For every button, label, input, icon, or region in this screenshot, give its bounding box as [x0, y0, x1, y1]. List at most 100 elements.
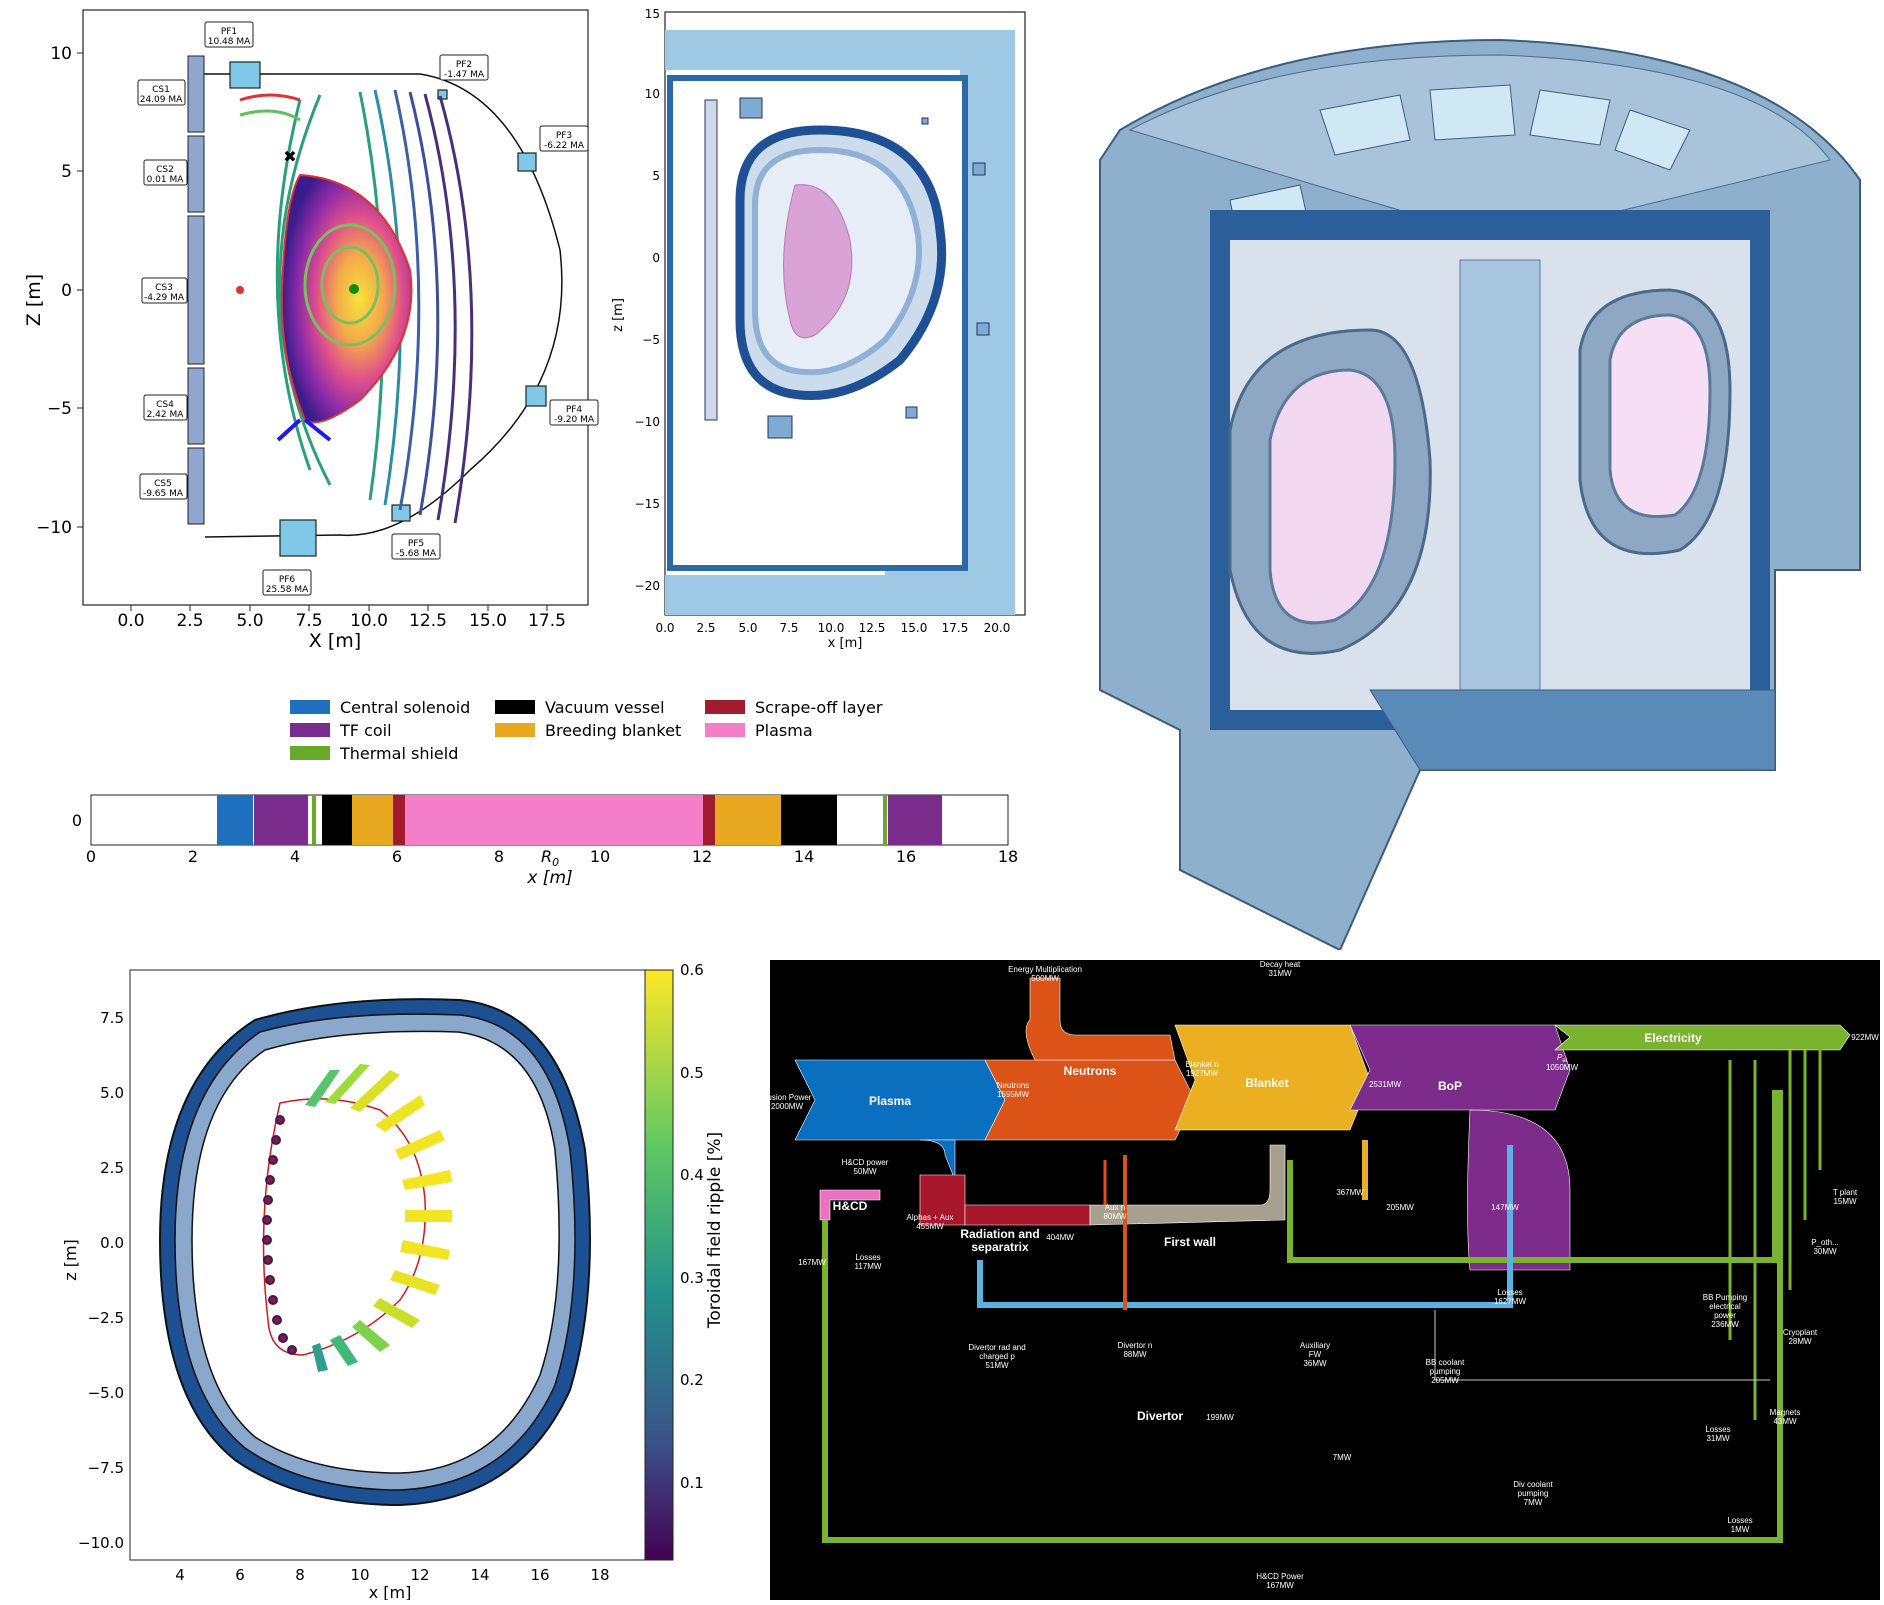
layout-2d-plot: 0.0 2.5 5.0 7.5 10.0 12.5 15.0 17.5 20.0…: [611, 7, 1026, 651]
magnetic-axis: [349, 284, 359, 294]
pf-current: -1.47 MA: [444, 70, 485, 80]
lbl-alphas: Alphas + Aux: [907, 1213, 954, 1222]
pf-name: PF6: [279, 575, 296, 585]
radial-xtick: 8: [494, 847, 504, 866]
eq-xtick: 10.0: [350, 611, 388, 631]
equilibrium-xticks: 0.0 2.5 5.0 7.5 10.0 12.5 15.0 17.5: [117, 605, 566, 631]
lbl-pel-main: P: [1557, 1053, 1563, 1062]
r0-label: R0: [541, 847, 559, 869]
layout-yticks: 15 10 5 0 −5 −10 −15 −20: [635, 7, 660, 593]
plasma-2d: [783, 184, 853, 339]
colorbar-tick: 0.2: [680, 1371, 704, 1389]
radial-xtick: 4: [290, 847, 300, 866]
radial-xtick: 0: [86, 847, 96, 866]
eq-xtick: 17.5: [528, 611, 566, 631]
ripple-xtick: 16: [530, 1566, 549, 1584]
lbl-divrad-v: 51MW: [985, 1361, 1009, 1370]
legend-swatch-vv: [495, 700, 535, 714]
radial-build-plot: Central solenoid TF coil Thermal shield …: [72, 698, 1018, 888]
lbl-pel-v: 1050MW: [1546, 1063, 1578, 1072]
radial-xtick: 2: [188, 847, 198, 866]
radial-ytick: 0: [72, 811, 82, 830]
layout-ylabel: z [m]: [611, 298, 626, 332]
lbl-blanket-out: 2531MW: [1369, 1080, 1401, 1089]
legend-label: Central solenoid: [340, 698, 470, 717]
colorbar-tick: 0.1: [680, 1474, 704, 1492]
cs-stack-2d: [704, 99, 718, 421]
node-hcd: H&CD: [833, 1199, 868, 1213]
eq-ylabel: Z [m]: [23, 274, 45, 326]
ripple-yticks: 7.5 5.0 2.5 0.0 −2.5 −5.0 −7.5 −10.0: [78, 1009, 124, 1552]
lbl-hcd-bottom: H&CD Power: [1256, 1572, 1304, 1581]
lbl-rad-404: 404MW: [1046, 1233, 1074, 1242]
cs-current: 24.09 MA: [140, 95, 183, 105]
legend-swatch-sol: [705, 700, 745, 714]
lbl-tplant-v: 15MW: [1833, 1197, 1857, 1206]
x-point-marker: ✖: [283, 147, 296, 166]
lbl-bop-147: 147MW: [1491, 1203, 1519, 1212]
ripple-xtick: 4: [175, 1566, 185, 1584]
layout-xtick: 2.5: [696, 621, 715, 635]
eq-ytick: 10: [50, 44, 72, 64]
colorbar-label: Toroidal field ripple [%]: [705, 1132, 725, 1329]
layout-xlabel: x [m]: [828, 636, 863, 651]
lbl-neutrons-v: 1595MW: [997, 1090, 1029, 1099]
radial-xtick: 18: [998, 847, 1018, 866]
cs5-label: CS5 -9.65 MA: [139, 473, 188, 500]
radial-xlabel: x [m]: [526, 868, 572, 888]
colorbar-tick: 0.5: [680, 1064, 704, 1082]
pf6-label: PF6 25.58 MA: [262, 569, 312, 596]
legend-swatch-plasma: [705, 723, 745, 737]
lbl-magnets-v: 43MW: [1773, 1417, 1797, 1426]
sankey-link-lines: [822, 1048, 1822, 1543]
cs-name: CS1: [152, 85, 170, 95]
layout-ytick: 0: [652, 251, 660, 265]
lbl-aux-n: Aux n: [1105, 1203, 1125, 1212]
pf4-label: PF4 -9.20 MA: [549, 399, 599, 426]
cad-3d-render: [1099, 38, 1861, 950]
lbl-divrad1: Divertor rad and: [968, 1343, 1025, 1352]
lbl-divrad2: charged p: [979, 1352, 1015, 1361]
legend-label: Plasma: [755, 721, 813, 740]
lbl-bbcool-v: 205MW: [1431, 1376, 1459, 1385]
lbl-fusion: Fusion Power: [770, 1093, 812, 1102]
divertor-legs: [276, 418, 332, 442]
layout-xtick: 0.0: [655, 621, 674, 635]
layout-xtick: 17.5: [942, 621, 969, 635]
legend-label: TF coil: [339, 721, 392, 740]
cs3-label: CS3 -4.29 MA: [141, 277, 188, 304]
radial-xtick: 12: [692, 847, 712, 866]
r0-main: R: [541, 847, 552, 866]
cs-name: CS2: [156, 165, 174, 175]
pf5-label: PF5 -5.68 MA: [391, 533, 441, 560]
cryostat-top: [1128, 54, 1831, 241]
lbl-l31-v: 31MW: [1706, 1434, 1730, 1443]
pf-name: PF1: [221, 27, 237, 37]
cs1-label: CS1 24.09 MA: [137, 79, 186, 106]
tf-ripple-plot: 4 6 8 10 12 14 16 18 7.5 5.0 2.5 0.0 −2.…: [61, 961, 725, 1600]
layout-ytick: −20: [635, 579, 660, 593]
plasma-cross-section: [280, 173, 413, 424]
eq-ytick: 0: [61, 281, 72, 301]
lbl-hcd-167: 167MW: [798, 1258, 826, 1267]
lbl-net: 922MW: [1851, 1033, 1879, 1042]
pf-current: -5.68 MA: [396, 549, 437, 559]
sankey-node-labels: Plasma Neutrons Blanket BoP Electricity …: [833, 1031, 1702, 1423]
colorbar-tick: 0.4: [680, 1166, 704, 1184]
lbl-l31: Losses: [1705, 1425, 1730, 1434]
inner-flux-surface: [320, 245, 380, 325]
layout-xtick: 5.0: [738, 621, 757, 635]
colorbar: [644, 969, 674, 1561]
legend-swatch-bb: [495, 723, 535, 737]
layout-ytick: −10: [635, 415, 660, 429]
cs4-label: CS4 2.42 MA: [143, 394, 188, 421]
layout-xtick: 12.5: [859, 621, 886, 635]
lbl-magnets: Magnets: [1770, 1408, 1801, 1417]
radial-build-legend: Central solenoid TF coil Thermal shield …: [290, 698, 883, 763]
pf-name: PF4: [566, 405, 583, 415]
layout-xtick: 15.0: [901, 621, 928, 635]
layout-xtick: 10.0: [818, 621, 845, 635]
legend-swatch-tf: [290, 723, 330, 737]
lbl-l1-v: 1MW: [1731, 1525, 1750, 1534]
ripple-ytick: 5.0: [100, 1084, 124, 1102]
